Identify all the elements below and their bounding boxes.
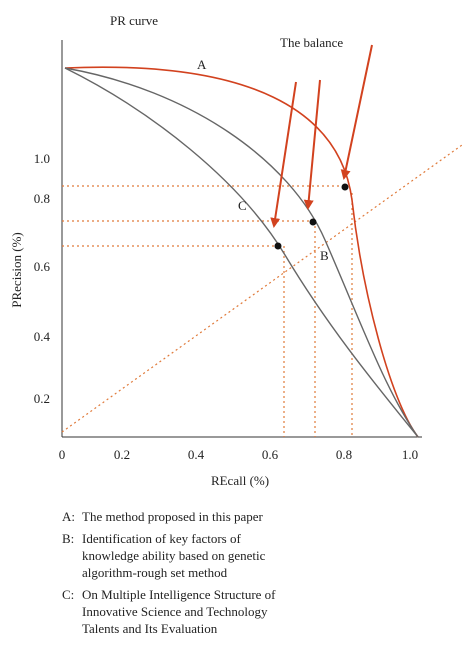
curve-label: A bbox=[197, 57, 207, 72]
y-tick-label: 0.6 bbox=[34, 259, 51, 274]
title: PR curve bbox=[110, 13, 158, 28]
legend-text: On Multiple Intelligence Structure of bbox=[82, 587, 276, 602]
x-axis-label: REcall (%) bbox=[211, 473, 269, 488]
y-axis-label: PRecision (%) bbox=[9, 232, 24, 307]
x-tick-label: 0.6 bbox=[262, 447, 279, 462]
legend-text: Innovative Science and Technology bbox=[82, 604, 268, 619]
arrow bbox=[270, 81, 297, 228]
legend-text: Identification of key factors of bbox=[82, 531, 241, 546]
balance-point bbox=[341, 183, 349, 191]
legend-text: The method proposed in this paper bbox=[82, 509, 264, 524]
legend-key: B: bbox=[62, 531, 74, 546]
curve-b bbox=[64, 67, 419, 438]
x-tick-label: 0.8 bbox=[336, 447, 352, 462]
x-tick-label: 1.0 bbox=[402, 447, 418, 462]
legend-text: Talents and Its Evaluation bbox=[82, 621, 218, 636]
balance-line bbox=[61, 144, 463, 433]
curve-label: B bbox=[320, 248, 329, 263]
y-tick-label: 1.0 bbox=[34, 151, 50, 166]
balance-point bbox=[309, 218, 317, 226]
curve-a bbox=[64, 66, 419, 438]
balance-point bbox=[274, 242, 282, 250]
legend-text: knowledge ability based on genetic bbox=[82, 548, 266, 563]
y-tick-label: 0.2 bbox=[34, 391, 50, 406]
x-tick-label: 0 bbox=[59, 447, 66, 462]
arrow bbox=[303, 79, 321, 210]
y-tick-label: 0.8 bbox=[34, 191, 50, 206]
y-tick-label: 0.4 bbox=[34, 329, 51, 344]
x-tick-label: 0.4 bbox=[188, 447, 205, 462]
x-tick-label: 0.2 bbox=[114, 447, 130, 462]
arrow bbox=[340, 44, 373, 180]
legend-key: A: bbox=[62, 509, 75, 524]
legend-key: C: bbox=[62, 587, 74, 602]
curve-label: C bbox=[238, 198, 247, 213]
annotation: The balance bbox=[280, 35, 343, 50]
legend-text: algorithm-rough set method bbox=[82, 565, 228, 580]
curve-c bbox=[64, 67, 419, 438]
